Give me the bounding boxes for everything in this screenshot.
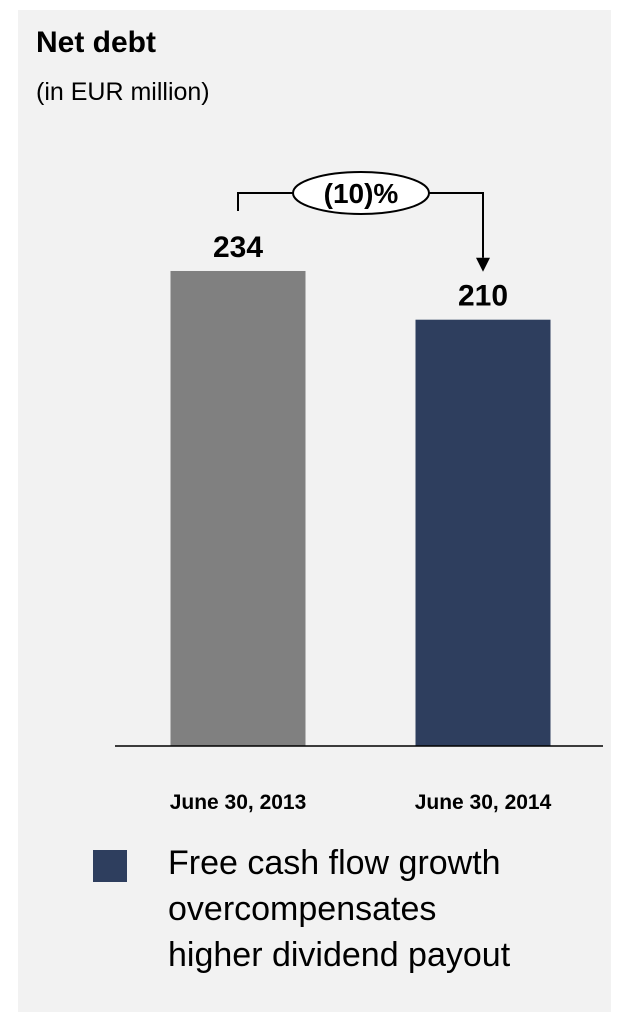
bullet-text: Free cash flow growth overcompensates hi…	[168, 840, 598, 978]
bar	[170, 270, 306, 746]
bar	[415, 319, 551, 746]
bar-chart: 234 June 30, 2013 210 June 30, 2014 (10)%	[115, 171, 603, 814]
chart-title: Net debt	[36, 26, 156, 59]
arrow-head-icon	[476, 257, 490, 272]
bullet-square-icon	[93, 850, 127, 882]
x-tick-label: June 30, 2014	[415, 791, 552, 814]
x-tick-label: June 30, 2013	[170, 791, 307, 814]
chart-subtitle: (in EUR million)	[36, 78, 210, 106]
bar-value-label: 234	[213, 231, 263, 264]
change-percent-label: (10)%	[324, 178, 399, 209]
change-badge	[292, 171, 430, 215]
bullet-line: higher dividend payout	[168, 936, 511, 974]
bar-value-label: 210	[458, 280, 508, 313]
bullet-line: overcompensates	[168, 890, 437, 928]
bullet-line: Free cash flow growth	[168, 844, 501, 882]
